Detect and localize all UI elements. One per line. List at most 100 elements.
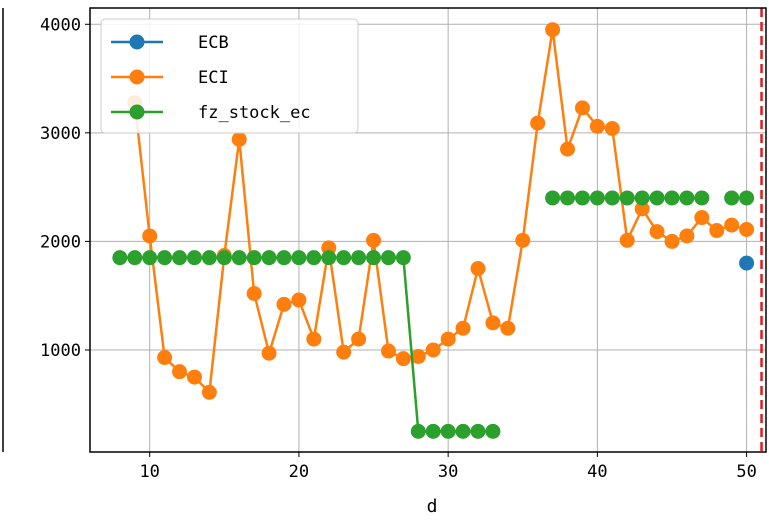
y-tick-label: 4000	[40, 15, 81, 35]
series-fz-stock-ec-point	[216, 250, 232, 266]
series-fz-stock-ec-point	[739, 190, 755, 206]
series-fz-stock-ec-point	[649, 190, 665, 206]
series-fz-stock-ec-point	[291, 250, 307, 266]
x-tick-label: 30	[438, 462, 458, 482]
legend-marker-eci	[129, 69, 145, 85]
series-fz-stock-ec-point	[276, 250, 292, 266]
x-tick-label: 20	[289, 462, 309, 482]
legend-label-eci: ECI	[198, 68, 229, 88]
series-eci-point	[694, 210, 710, 226]
series-eci-point	[425, 342, 441, 358]
series-fz-stock-ec-point	[201, 250, 217, 266]
series-eci-point	[574, 100, 590, 116]
series-eci-point	[351, 331, 367, 347]
series-fz-stock-ec-point	[172, 250, 188, 266]
series-fz-stock-ec-point	[664, 190, 680, 206]
series-fz-stock-ec-point	[545, 190, 561, 206]
series-eci-point	[604, 120, 620, 136]
series-fz-stock-ec-point	[619, 190, 635, 206]
series-eci-point	[366, 232, 382, 248]
series-fz-stock-ec-point	[112, 250, 128, 266]
y-tick-label: 2000	[40, 232, 81, 252]
series-eci-point	[500, 320, 516, 336]
series-fz-stock-ec-point	[440, 423, 456, 439]
series-fz-stock-ec-point	[336, 250, 352, 266]
series-eci-point	[440, 331, 456, 347]
series-eci-point	[619, 232, 635, 248]
series-fz-stock-ec-point	[142, 250, 158, 266]
series-fz-stock-ec-point	[470, 423, 486, 439]
series-eci-point	[709, 223, 725, 239]
series-fz-stock-ec-point	[246, 250, 262, 266]
series-fz-stock-ec-point	[410, 423, 426, 439]
series-eci-point	[739, 221, 755, 237]
series-eci-point	[395, 351, 411, 367]
x-tick-label: 40	[587, 462, 607, 482]
series-eci-point	[142, 228, 158, 244]
series-fz-stock-ec-point	[694, 190, 710, 206]
x-axis-label: d	[427, 496, 438, 517]
legend-label-fz-stock-ec: fz_stock_ec	[198, 103, 311, 123]
series-eci-point	[276, 296, 292, 312]
series-fz-stock-ec-point	[425, 423, 441, 439]
series-fz-stock-ec-point	[321, 250, 337, 266]
legend-label-ecb: ECB	[198, 33, 229, 53]
series-fz-stock-ec-point	[261, 250, 277, 266]
series-fz-stock-ec-point	[679, 190, 695, 206]
series-eci-point	[545, 22, 561, 38]
y-tick-label: 1000	[40, 341, 81, 361]
series-fz-stock-ec-point	[231, 250, 247, 266]
series-eci-point	[455, 320, 471, 336]
ticks: 10 20 30 40 50 1000 2000 3000 4000	[40, 15, 757, 482]
y-tick-label: 3000	[40, 124, 81, 144]
series-eci-point	[201, 384, 217, 400]
series-eci-point	[530, 115, 546, 131]
series-layer	[112, 22, 755, 439]
series-fz-stock-ec-point	[634, 190, 650, 206]
series-eci-point	[231, 131, 247, 147]
series-fz-stock-ec-point	[157, 250, 173, 266]
series-eci-point	[291, 292, 307, 308]
series-eci-point	[380, 343, 396, 359]
series-fz-stock-ec-point	[380, 250, 396, 266]
series-fz-stock-ec-point	[560, 190, 576, 206]
series-fz-stock-ec-point	[604, 190, 620, 206]
series-fz-stock-ec-point	[351, 250, 367, 266]
series-eci-point	[172, 364, 188, 380]
series-eci-point	[724, 217, 740, 233]
plot-frame	[89, 7, 767, 453]
series-fz-stock-ec-point	[485, 423, 501, 439]
x-tick-label: 10	[139, 462, 159, 482]
series-fz-stock-ec-point	[724, 190, 740, 206]
series-eci-point	[186, 369, 202, 385]
legend-marker-ecb	[129, 34, 145, 50]
series-eci-point	[589, 118, 605, 134]
x-tick-label: 50	[736, 462, 756, 482]
series-fz-stock-ec-point	[366, 250, 382, 266]
series-eci-point	[634, 201, 650, 217]
legend-box	[100, 18, 359, 134]
series-eci-point	[157, 350, 173, 366]
series-eci-point	[560, 141, 576, 157]
legend-marker-fz-stock-ec	[129, 104, 145, 120]
series-ecb-point	[739, 255, 755, 271]
series-eci-point	[410, 348, 426, 364]
series-eci-point	[515, 232, 531, 248]
series-eci-point	[261, 345, 277, 361]
series-eci-point	[306, 331, 322, 347]
series-eci-point	[664, 233, 680, 249]
series-eci-point	[679, 228, 695, 244]
series-fz-stock-ec-point	[127, 250, 143, 266]
series-fz-stock-ec-point	[455, 423, 471, 439]
series-eci-point	[485, 315, 501, 331]
series-fz-stock-ec-point	[574, 190, 590, 206]
series-eci-point	[649, 224, 665, 240]
series-fz-stock-ec-point	[589, 190, 605, 206]
series-eci-point	[470, 261, 486, 277]
series-fz-stock-ec-point	[306, 250, 322, 266]
series-eci-point	[336, 344, 352, 360]
series-fz-stock-ec-point	[395, 250, 411, 266]
legend: ECB ECI fz_stock_ec	[100, 18, 359, 134]
series-eci-point	[246, 286, 262, 302]
